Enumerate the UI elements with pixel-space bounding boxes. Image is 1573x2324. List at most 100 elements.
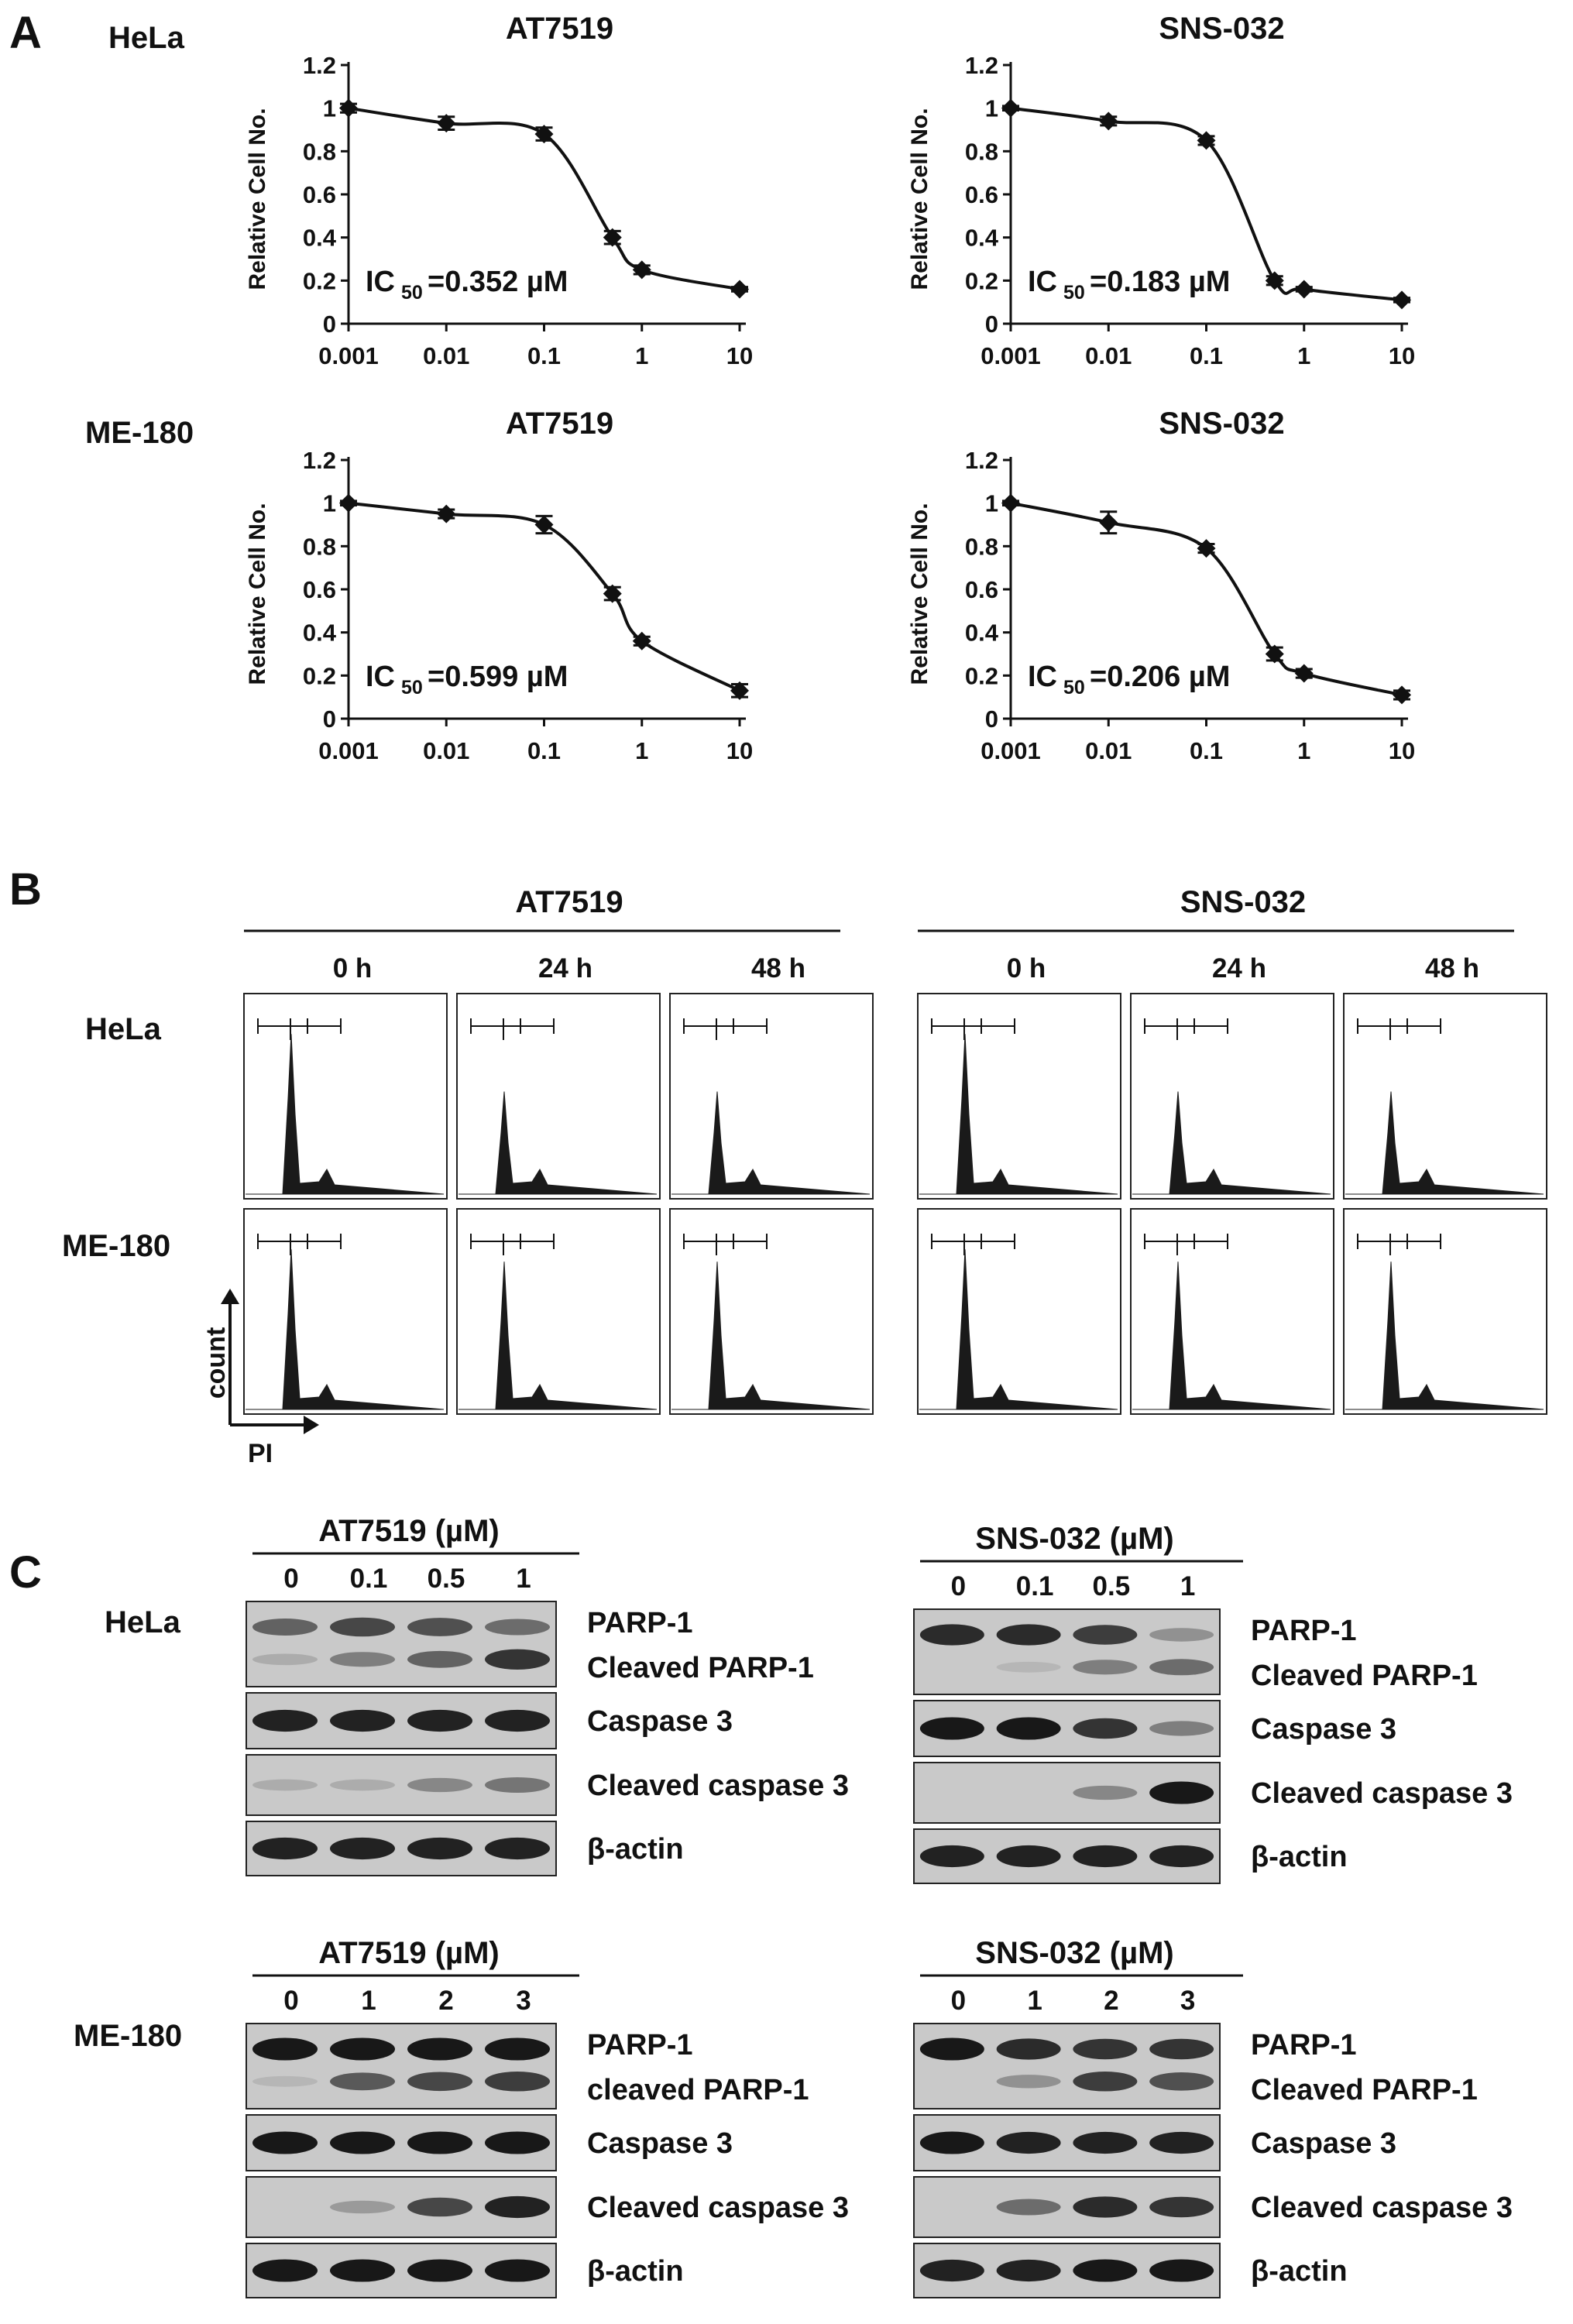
data-point <box>632 260 651 280</box>
histogram-distribution <box>671 1091 871 1195</box>
flow-histogram <box>1130 993 1334 1200</box>
flow-histogram <box>917 1208 1121 1415</box>
flow-histogram <box>456 993 661 1200</box>
blot-strip: PARP-1 Cleaved PARP-1 <box>913 1608 1478 1695</box>
data-point <box>603 228 622 247</box>
blot-band <box>996 1845 1061 1868</box>
blot-band <box>1149 2072 1214 2091</box>
blot-band <box>1073 2259 1138 2282</box>
histogram-frame <box>917 1208 1121 1415</box>
data-point <box>1294 280 1314 299</box>
flow-cytometry-panel: AT7519 0 h 24 h 48 h SNS-032 0 h 24 h 48 h HeLa M… <box>62 885 1547 1468</box>
band-label: PARP-1 <box>587 1607 693 1639</box>
blot-strip: Caspase 3 <box>246 2114 733 2171</box>
histogram-distribution <box>246 1034 445 1195</box>
chart-title: SNS-032 <box>1159 407 1284 441</box>
x-tick-label: 1 <box>1297 737 1310 764</box>
x-tick-label: 1 <box>1297 342 1310 369</box>
blot-band <box>1149 2038 1214 2060</box>
timepoint-label: 48 h <box>1425 953 1479 983</box>
lane-label: 0 <box>951 1571 966 1601</box>
panel-letter-c: C <box>9 1547 42 1598</box>
band-label: Cleaved PARP-1 <box>1251 2074 1478 2106</box>
histogram-frame <box>1343 1208 1547 1415</box>
data-point <box>339 98 358 118</box>
blot-drug-header: SNS-032 (µM) <box>975 1936 1173 1970</box>
y-tick-label: 0.8 <box>965 138 998 165</box>
data-point <box>1393 685 1411 705</box>
blot-band <box>919 1624 984 1646</box>
flow-drug-header: AT7519 <box>515 885 623 919</box>
lane-label: 0.5 <box>1093 1571 1131 1601</box>
blot-band <box>1149 1721 1214 1736</box>
western-blot-block: AT7519 (µM) 0 0.1 0.5 1 PARP-1 Cleaved PARP-1 C… <box>246 1514 849 1876</box>
blot-band <box>330 2072 395 2091</box>
panel-letter-a: A <box>9 8 42 58</box>
histogram-frame <box>669 1208 874 1415</box>
data-point <box>1197 131 1216 150</box>
blot-band <box>330 1617 395 1637</box>
y-tick-label: 0.4 <box>965 620 999 647</box>
y-axis-label: Relative Cell No. <box>245 108 270 290</box>
histogram-frame <box>1130 993 1334 1200</box>
y-tick-label: 0.4 <box>303 620 337 647</box>
blot-band <box>252 2075 318 2087</box>
blot-band <box>996 2131 1061 2154</box>
blot-band <box>330 2131 395 2154</box>
blot-band <box>407 2037 472 2061</box>
histogram-distribution <box>459 1091 658 1195</box>
blot-band <box>407 1709 472 1732</box>
ic50-value: =0.183 µM <box>1090 266 1230 298</box>
blot-band <box>485 1619 550 1636</box>
blot-band <box>485 2131 550 2154</box>
y-axis-label: Relative Cell No. <box>245 503 270 685</box>
y-tick-label: 1 <box>323 490 336 517</box>
timepoint-label: 0 h <box>1007 953 1046 983</box>
blot-band <box>330 1837 395 1860</box>
y-tick-label: 0.2 <box>303 662 336 689</box>
ic50-value: =0.352 µM <box>428 266 568 298</box>
ic50-label-subscript: 50 <box>1063 282 1085 304</box>
histogram-distribution <box>1345 1091 1544 1195</box>
blot-band <box>407 1837 472 1860</box>
data-point <box>339 493 358 513</box>
blot-band <box>330 2259 395 2282</box>
lane-label: 1 <box>516 1564 531 1594</box>
lane-label: 0.1 <box>1016 1571 1054 1601</box>
blot-strip: PARP-1 Cleaved PARP-1 <box>246 1601 814 1687</box>
blot-membrane <box>913 1608 1221 1695</box>
row-label-me180-b: ME-180 <box>62 1229 170 1263</box>
band-label: PARP-1 <box>587 2029 693 2061</box>
blot-band <box>485 1709 550 1732</box>
data-point <box>1197 539 1216 558</box>
ic50-label-main: IC <box>366 661 395 693</box>
lane-label: 0 <box>283 1986 298 2016</box>
lane-label: 2 <box>1104 1986 1118 2016</box>
pi-arrowhead <box>304 1416 319 1434</box>
blot-membrane <box>246 2023 557 2109</box>
blot-band <box>330 1779 395 1791</box>
lane-label: 0 <box>951 1986 966 2016</box>
data-point <box>1001 98 1020 118</box>
blot-band <box>407 2072 472 2092</box>
histogram-frame <box>243 993 448 1200</box>
blot-band <box>407 2259 472 2282</box>
row-label-hela-c: HeLa <box>105 1605 181 1639</box>
x-tick-label: 0.01 <box>1085 737 1132 764</box>
series-line <box>1010 501 1403 697</box>
dose-response-chart-3: AT7519 Relative Cell No. 0 0.2 0.4 0.6 0.8 1 1.2… <box>245 407 753 764</box>
blot-band <box>252 1837 318 1860</box>
band-label: Cleaved caspase 3 <box>587 1770 849 1802</box>
x-tick-label: 0.1 <box>527 737 561 764</box>
y-tick-label: 1 <box>985 95 998 122</box>
data-point <box>632 631 651 651</box>
chart-title: AT7519 <box>506 12 613 46</box>
y-tick-label: 1 <box>985 490 998 517</box>
band-label: β-actin <box>587 2255 684 2288</box>
lane-label: 3 <box>1180 1986 1195 2016</box>
band-label: Cleaved PARP-1 <box>587 1652 814 1684</box>
blot-band <box>1073 2131 1138 2154</box>
blot-band <box>1073 1625 1138 1645</box>
x-tick-label: 0.1 <box>527 342 561 369</box>
